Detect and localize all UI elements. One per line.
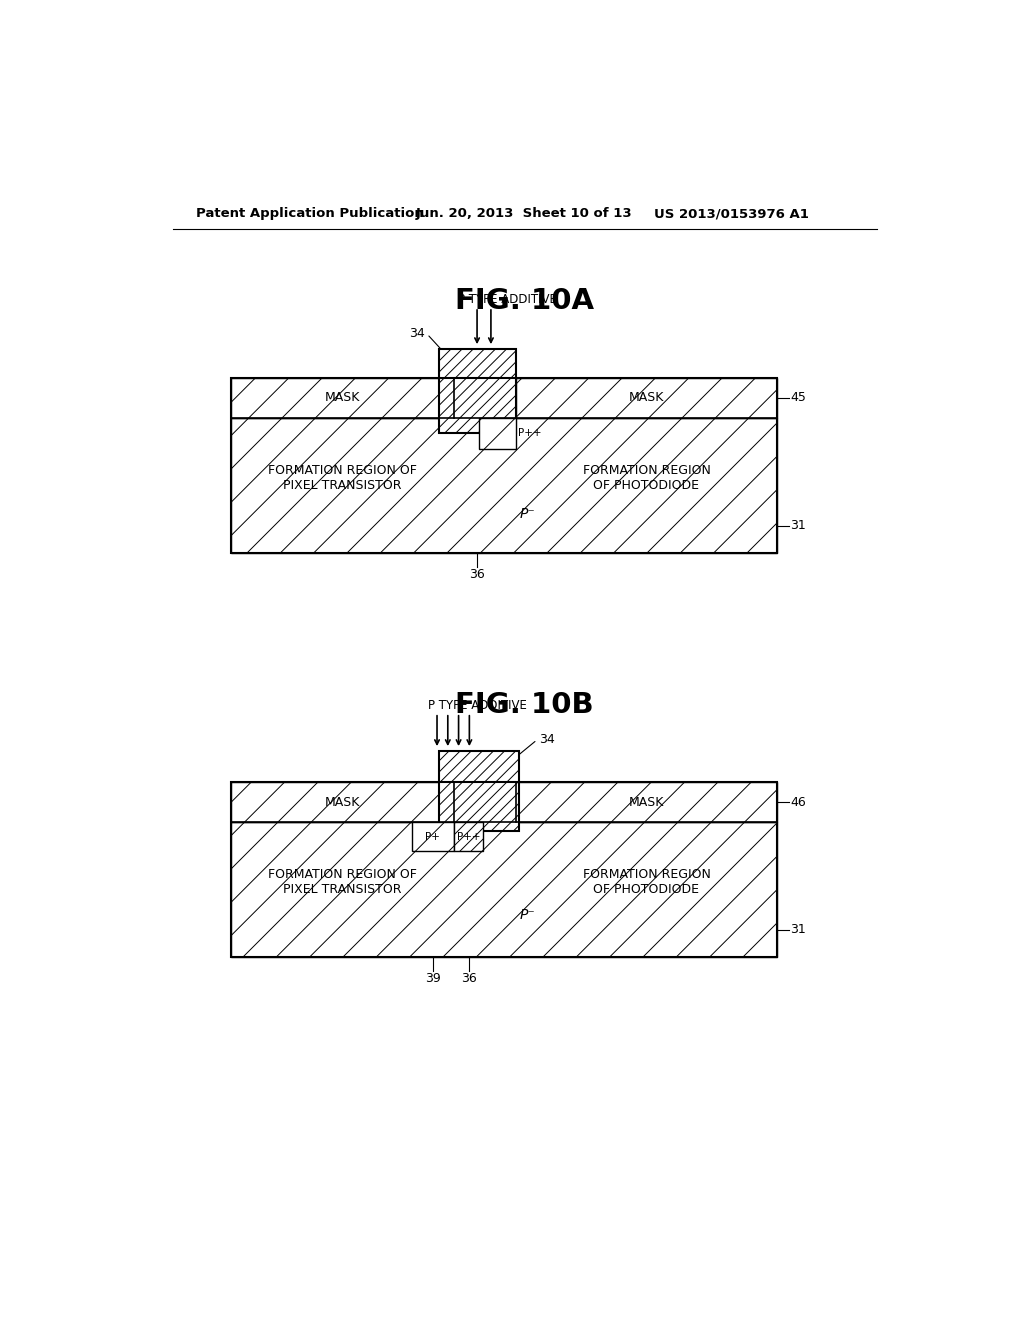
Text: Jun. 20, 2013  Sheet 10 of 13: Jun. 20, 2013 Sheet 10 of 13 <box>416 207 632 220</box>
Text: P TYPE ADDITIVE: P TYPE ADDITIVE <box>428 698 526 711</box>
Bar <box>515 781 777 822</box>
Text: P++: P++ <box>518 428 542 438</box>
Text: P TYPE ADDITIVE: P TYPE ADDITIVE <box>459 293 557 306</box>
Text: MASK: MASK <box>629 796 665 809</box>
Bar <box>438 751 519 832</box>
Text: 31: 31 <box>791 519 806 532</box>
Bar <box>230 781 777 957</box>
Text: FIG. 10A: FIG. 10A <box>456 286 594 315</box>
Bar <box>230 378 777 553</box>
Text: P+: P+ <box>425 832 440 842</box>
Text: FORMATION REGION OF
PIXEL TRANSISTOR: FORMATION REGION OF PIXEL TRANSISTOR <box>268 463 417 491</box>
Text: FORMATION REGION
OF PHOTODIODE: FORMATION REGION OF PHOTODIODE <box>583 463 711 491</box>
Text: FIG. 10B: FIG. 10B <box>456 692 594 719</box>
Text: MASK: MASK <box>325 391 360 404</box>
Text: FORMATION REGION OF
PIXEL TRANSISTOR: FORMATION REGION OF PIXEL TRANSISTOR <box>268 867 417 896</box>
Text: P⁻: P⁻ <box>519 507 535 521</box>
Text: 46: 46 <box>791 796 806 809</box>
Bar <box>438 350 515 433</box>
Text: 34: 34 <box>409 327 425 341</box>
Text: Patent Application Publication: Patent Application Publication <box>196 207 424 220</box>
Text: FORMATION REGION
OF PHOTODIODE: FORMATION REGION OF PHOTODIODE <box>583 867 711 896</box>
Text: MASK: MASK <box>325 796 360 809</box>
Text: MASK: MASK <box>629 391 665 404</box>
Bar <box>230 418 777 553</box>
Text: 36: 36 <box>461 972 476 985</box>
Text: 31: 31 <box>791 924 806 936</box>
Bar <box>515 378 777 418</box>
Text: 34: 34 <box>539 733 554 746</box>
Bar <box>230 781 454 822</box>
Text: P++: P++ <box>457 832 480 842</box>
Text: 39: 39 <box>425 972 440 985</box>
Text: 45: 45 <box>791 391 806 404</box>
Bar <box>230 378 454 418</box>
Text: US 2013/0153976 A1: US 2013/0153976 A1 <box>654 207 809 220</box>
Bar <box>230 822 777 957</box>
Text: P⁻: P⁻ <box>519 908 535 921</box>
Bar <box>454 822 483 851</box>
Text: 36: 36 <box>469 568 485 581</box>
Bar <box>478 418 515 449</box>
Bar <box>412 822 454 851</box>
